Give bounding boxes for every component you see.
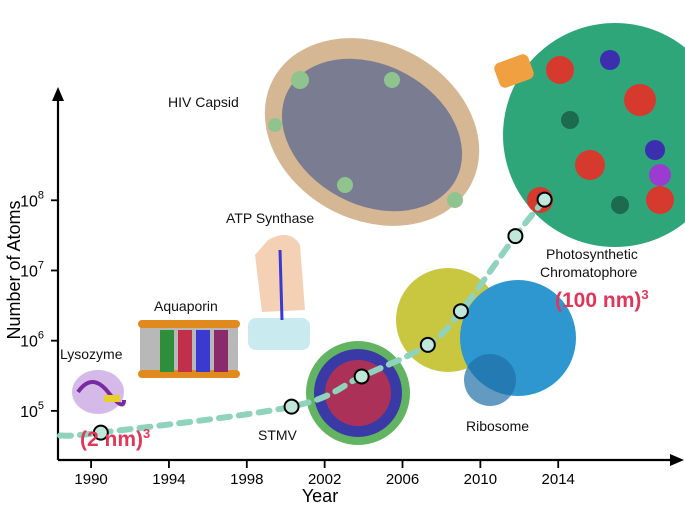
y-tick-base: 10 bbox=[20, 404, 38, 421]
data-point bbox=[536, 191, 553, 208]
y-tick-label: 107 bbox=[20, 259, 44, 280]
y-tick-label: 108 bbox=[20, 189, 44, 210]
label-lysozyme: Lysozyme bbox=[60, 346, 123, 362]
y-tick-base: 10 bbox=[20, 334, 38, 351]
data-point bbox=[283, 398, 300, 415]
lysozyme-image bbox=[72, 370, 126, 414]
stmv-image bbox=[306, 341, 410, 445]
size-label-small: (2 nm)3 bbox=[80, 426, 150, 452]
hiv-capsid-image bbox=[264, 38, 480, 226]
size-small-text: (2 nm) bbox=[80, 428, 143, 451]
y-tick-exponent: 7 bbox=[38, 259, 44, 271]
y-axis-label: Number of Atoms bbox=[4, 200, 24, 339]
y-axis-arrowhead bbox=[52, 87, 64, 101]
label-atp-synthase: ATP Synthase bbox=[226, 210, 315, 226]
atp-synthase-image bbox=[248, 235, 310, 350]
label-ribosome: Ribosome bbox=[466, 418, 530, 434]
size-large-text: (100 nm) bbox=[555, 289, 642, 312]
data-point bbox=[92, 424, 109, 441]
x-tick-label: 2010 bbox=[464, 471, 497, 488]
molecule-illustrations bbox=[72, 23, 685, 445]
axes bbox=[52, 87, 684, 466]
x-axis-label: Year bbox=[302, 486, 338, 506]
label-hiv-capsid: HIV Capsid bbox=[168, 94, 239, 110]
y-tick-exponent: 5 bbox=[38, 400, 44, 412]
y-tick-exponent: 6 bbox=[38, 330, 44, 342]
y-tick-base: 10 bbox=[20, 263, 38, 280]
trend-line bbox=[57, 196, 548, 439]
label-aquaporin: Aquaporin bbox=[154, 298, 218, 314]
ribosome-image bbox=[396, 268, 576, 406]
x-tick-label: 1994 bbox=[152, 471, 185, 488]
x-tick-label: 1990 bbox=[74, 471, 107, 488]
y-tick-label: 105 bbox=[20, 400, 44, 421]
x-tick-label: 2006 bbox=[386, 471, 419, 488]
data-point bbox=[419, 336, 436, 353]
y-tick-exponent: 8 bbox=[38, 189, 44, 201]
series-group bbox=[57, 191, 553, 441]
y-tick-base: 10 bbox=[20, 193, 38, 210]
aquaporin-image bbox=[138, 320, 240, 378]
size-large-exponent: 3 bbox=[641, 287, 649, 302]
label-chromatophore-line1: Photosynthetic bbox=[546, 246, 638, 262]
x-tick-label: 2014 bbox=[542, 471, 575, 488]
x-tick-label: 2002 bbox=[308, 471, 341, 488]
size-small-exponent: 3 bbox=[143, 426, 151, 441]
data-point bbox=[353, 368, 370, 385]
size-label-large: (100 nm)3 bbox=[555, 287, 649, 313]
data-point bbox=[507, 228, 524, 245]
x-axis-arrowhead bbox=[670, 454, 684, 466]
x-tick-label: 1998 bbox=[230, 471, 263, 488]
chromatophore-image bbox=[494, 23, 685, 247]
label-chromatophore-line2: Chromatophore bbox=[540, 264, 638, 280]
y-tick-label: 106 bbox=[20, 330, 44, 351]
data-point bbox=[452, 303, 469, 320]
label-stmv: STMV bbox=[258, 427, 297, 443]
